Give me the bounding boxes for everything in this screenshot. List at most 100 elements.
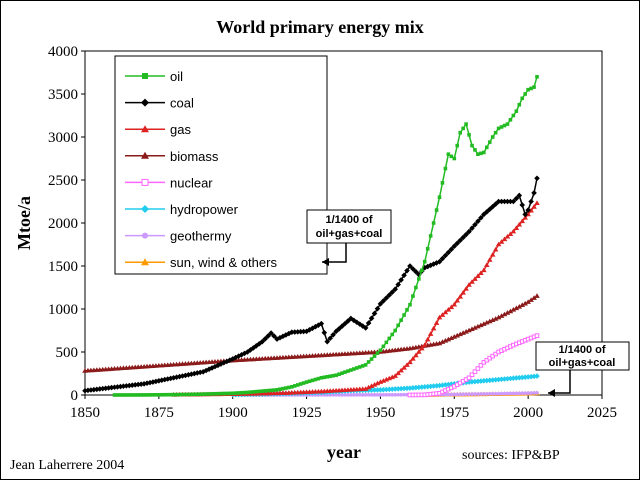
data-point [298,382,303,386]
data-point [157,392,161,397]
data-point [268,330,274,336]
data-point [476,392,480,396]
data-point [442,338,449,343]
data-point [492,246,499,252]
data-point [452,156,457,161]
data-point [425,247,430,251]
legend-entry: biomass [125,149,219,164]
data-point [206,366,212,372]
series-1 [82,175,540,394]
data-point [371,382,378,387]
data-point [463,286,469,291]
data-point [368,383,375,389]
data-point [351,317,357,324]
data-point [501,236,508,242]
data-point [418,345,425,351]
data-point [375,351,380,356]
data-point [398,367,404,373]
data-point [398,277,404,283]
data-point [386,386,393,393]
data-point [486,206,493,213]
legend-label: coal [170,96,194,111]
data-point [389,374,396,380]
data-point [501,311,508,317]
data-point [399,392,403,397]
data-point [346,369,350,373]
data-point [442,382,449,388]
data-point [271,333,277,339]
data-point [520,96,525,101]
data-point [384,340,389,345]
data-point [138,381,144,387]
data-point [357,393,362,397]
data-point [294,329,301,335]
data-point [389,289,396,295]
data-point [478,270,484,276]
data-point [222,391,226,396]
data-point [424,336,431,342]
data-point [479,151,483,156]
annotation-box [535,341,630,371]
data-point [96,386,103,392]
data-point [127,393,132,397]
legend-marker [141,205,149,213]
data-point [449,392,454,397]
data-point [365,320,372,326]
series-0 [112,75,539,397]
x-tick-label: 1950 [365,405,395,421]
data-point [383,376,390,382]
legend-label: gas [170,122,191,137]
data-point [325,393,330,397]
data-point [352,367,356,371]
data-point [495,241,502,247]
data-point [470,143,474,148]
data-point [151,393,155,397]
data-point [507,375,514,382]
data-point [407,263,413,269]
data-point [213,391,217,396]
data-point [300,328,307,335]
data-point [455,392,460,397]
data-point [439,382,446,388]
data-point [493,130,498,135]
data-point [242,390,247,395]
data-point [380,378,387,383]
data-point [532,85,536,89]
data-point [309,325,316,332]
data-point [82,387,88,394]
data-point [499,391,504,396]
legend-entry: oil [125,69,183,84]
data-point [390,332,395,337]
data-point [508,391,513,396]
data-point [349,368,353,372]
data-point [112,393,117,397]
data-point [392,286,398,293]
data-point [185,371,192,378]
data-point [490,391,495,396]
data-point [442,252,449,259]
y-tick-label: 3500 [48,87,78,103]
data-point [466,282,472,287]
data-point [528,297,534,302]
x-axis: 1850 1875 1900 1925 1950 1975 2000 2025 [70,395,617,421]
data-point [239,390,244,395]
data-point [455,143,460,148]
data-point [502,391,507,396]
data-point [534,293,540,298]
data-point [129,382,136,388]
data-point [316,376,321,381]
data-point [225,391,229,396]
data-point [436,340,443,346]
data-point [482,150,486,155]
data-point [525,299,531,304]
data-point [144,380,150,387]
data-point [460,290,466,295]
legend-label: biomass [170,149,219,164]
data-point [475,366,481,371]
legend-marker [142,232,148,239]
data-point [516,192,523,199]
data-point [460,234,466,241]
data-point [289,329,295,336]
data-point [440,181,445,185]
data-point [349,393,353,397]
